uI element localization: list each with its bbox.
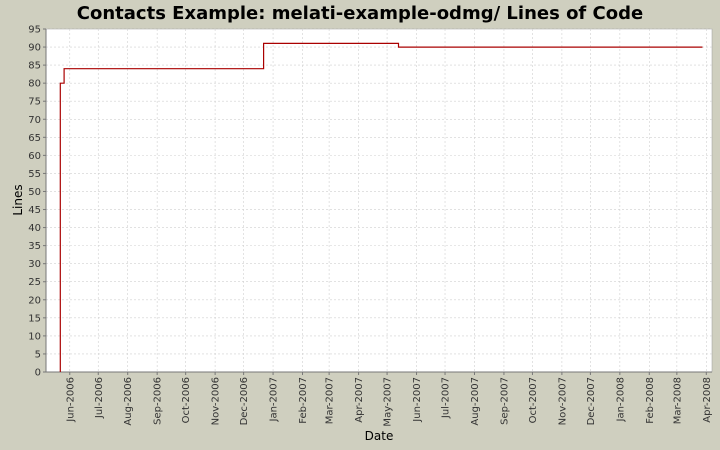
- y-tick-label: 90: [28, 43, 41, 54]
- x-tick-label: Mar-2008: [672, 377, 683, 424]
- plot-area: [45, 28, 713, 373]
- x-tick-label: Jan-2007: [269, 377, 280, 422]
- x-tick-label: Dec-2006: [239, 377, 250, 425]
- y-tick-label: 75: [28, 97, 41, 108]
- y-tick-label: 50: [28, 187, 41, 198]
- x-tick-label: Jan-2008: [615, 377, 626, 422]
- y-tick-label: 95: [28, 25, 41, 36]
- chart-title: Contacts Example: melati-example-odmg/ L…: [77, 3, 643, 24]
- y-tick-label: 85: [28, 61, 41, 72]
- x-tick-label: Aug-2007: [470, 377, 481, 426]
- gridlines: [46, 28, 712, 373]
- y-tick-label: 65: [28, 133, 41, 144]
- x-tick-label: Oct-2007: [528, 377, 539, 423]
- y-tick-label: 10: [28, 331, 41, 342]
- y-tick-label: 55: [28, 169, 41, 180]
- x-tick-label: Jun-2007: [412, 377, 423, 423]
- x-tick-label: Dec-2007: [586, 377, 597, 425]
- x-tick-label: Aug-2006: [123, 377, 134, 426]
- x-tick-label: Apr-2007: [354, 377, 365, 423]
- y-tick-label: 80: [28, 79, 41, 90]
- y-tick-label: 15: [28, 313, 41, 324]
- series-line: [59, 42, 703, 372]
- x-tick-label: Mar-2007: [325, 377, 336, 424]
- y-tick-label: 35: [28, 241, 41, 252]
- y-tick-label: 0: [35, 368, 41, 379]
- y-tick-label: 25: [28, 277, 41, 288]
- y-axis: 0 5 10 15 20 25 30 35 40 45 50 55 60 65 70 75 80 85 90 95: [28, 25, 47, 379]
- x-axis-label: Date: [365, 429, 394, 443]
- y-tick-label: 5: [35, 349, 41, 360]
- x-tick-label: Nov-2006: [211, 377, 222, 425]
- x-tick-label: Jun-2006: [65, 377, 76, 423]
- y-tick-label: 45: [28, 205, 41, 216]
- y-tick-label: 70: [28, 115, 41, 126]
- x-axis: Jun-2006 Jul-2006 Aug-2006 Sep-2006 Oct-2006…: [46, 371, 713, 427]
- x-tick-label: Nov-2007: [557, 377, 568, 425]
- y-axis-label: Lines: [11, 184, 25, 215]
- x-tick-label: Jul-2007: [441, 377, 452, 419]
- x-tick-label: Oct-2006: [181, 377, 192, 423]
- y-tick-label: 20: [28, 295, 41, 306]
- x-tick-label: Sep-2007: [499, 377, 510, 425]
- x-tick-label: Jul-2006: [94, 377, 105, 419]
- series-layer: [59, 42, 703, 372]
- y-tick-label: 60: [28, 151, 41, 162]
- x-tick-label: Apr-2008: [702, 377, 713, 423]
- x-tick-label: Feb-2008: [645, 377, 656, 424]
- x-tick-label: Sep-2006: [153, 377, 164, 425]
- y-tick-label: 40: [28, 223, 41, 234]
- x-tick-label: May-2007: [383, 377, 394, 427]
- y-tick-label: 30: [28, 259, 41, 270]
- x-tick-label: Feb-2007: [298, 377, 309, 424]
